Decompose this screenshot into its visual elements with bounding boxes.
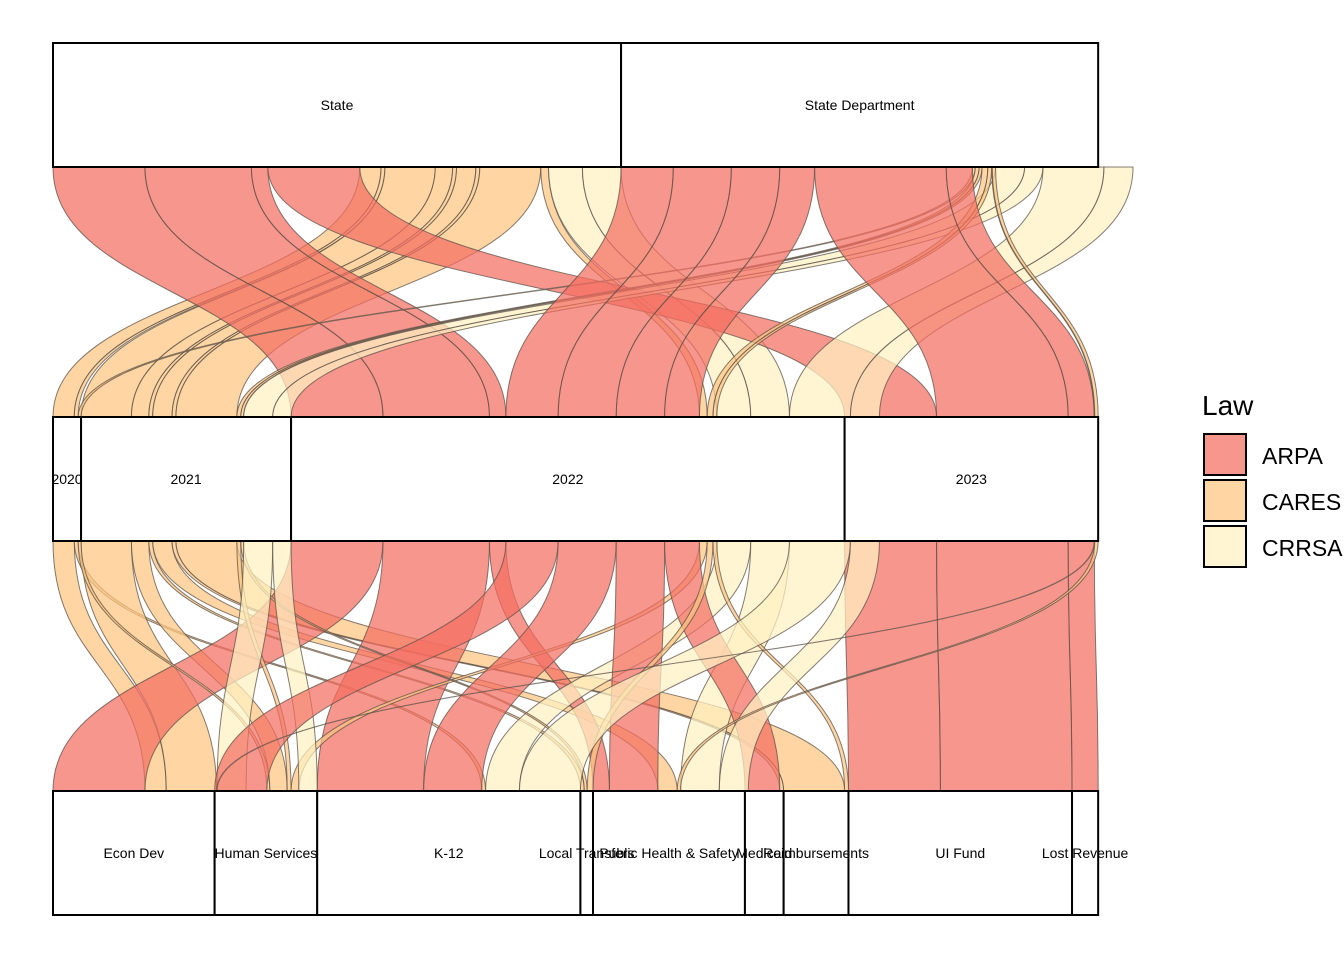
stratum-econ-dev: [52, 790, 216, 916]
legend-title: Law: [1202, 390, 1254, 421]
legend-label-cares: CARES: [1262, 489, 1341, 515]
stratum-human-services: [213, 790, 319, 916]
stratum-label-ui-fund: UI Fund: [935, 845, 985, 861]
stratum-label-public-health-safety: Public Health & Safety: [599, 845, 738, 861]
stratum-k-12: [316, 790, 582, 916]
strata-layer: State State Department 2020 2021 2022 2023 Eco…: [51, 42, 1129, 916]
stratum-state-department: [620, 42, 1100, 168]
stratum-label-2021: 2021: [170, 471, 201, 487]
stratum-label-state-department: State Department: [805, 97, 915, 113]
flows-layer: [52, 166, 1134, 792]
stratum-2020: [52, 416, 83, 542]
legend-key-cares: [1203, 479, 1247, 522]
stratum-label-lost-revenue: Lost Revenue: [1042, 845, 1129, 861]
flow-arpa-2023-to-ui-fund: [936, 540, 1073, 792]
stratum-reimbursements: [782, 790, 850, 916]
stratum-label-2020: 2020: [51, 471, 82, 487]
stratum-2022: [290, 416, 846, 542]
stratum-2023: [843, 416, 1100, 542]
stratum-label-human-services: Human Services: [215, 845, 318, 861]
stratum-label-reimbursements: Reimbursements: [763, 845, 869, 861]
stratum-label-2023: 2023: [956, 471, 987, 487]
legend-key-crrsa: [1203, 525, 1247, 568]
stratum-lost-revenue: [1071, 790, 1100, 916]
legend-label-crrsa: CRRSA: [1262, 535, 1343, 561]
stratum-label-k-12: K-12: [434, 845, 464, 861]
stratum-label-2022: 2022: [552, 471, 583, 487]
stratum-label-state: State: [321, 97, 354, 113]
legend-key-arpa: [1203, 433, 1247, 476]
stratum-label-econ-dev: Econ Dev: [103, 845, 164, 861]
stratum-medicaid: [743, 790, 785, 916]
stratum-label-medicaid: Medicaid: [736, 845, 792, 861]
stratum-label-local-transfers: Local Transfers: [539, 845, 635, 861]
legend: Law ARPA CARES CRRSA: [1202, 390, 1343, 568]
stratum-public-health-safety: [592, 790, 746, 916]
legend-label-arpa: ARPA: [1262, 443, 1324, 469]
